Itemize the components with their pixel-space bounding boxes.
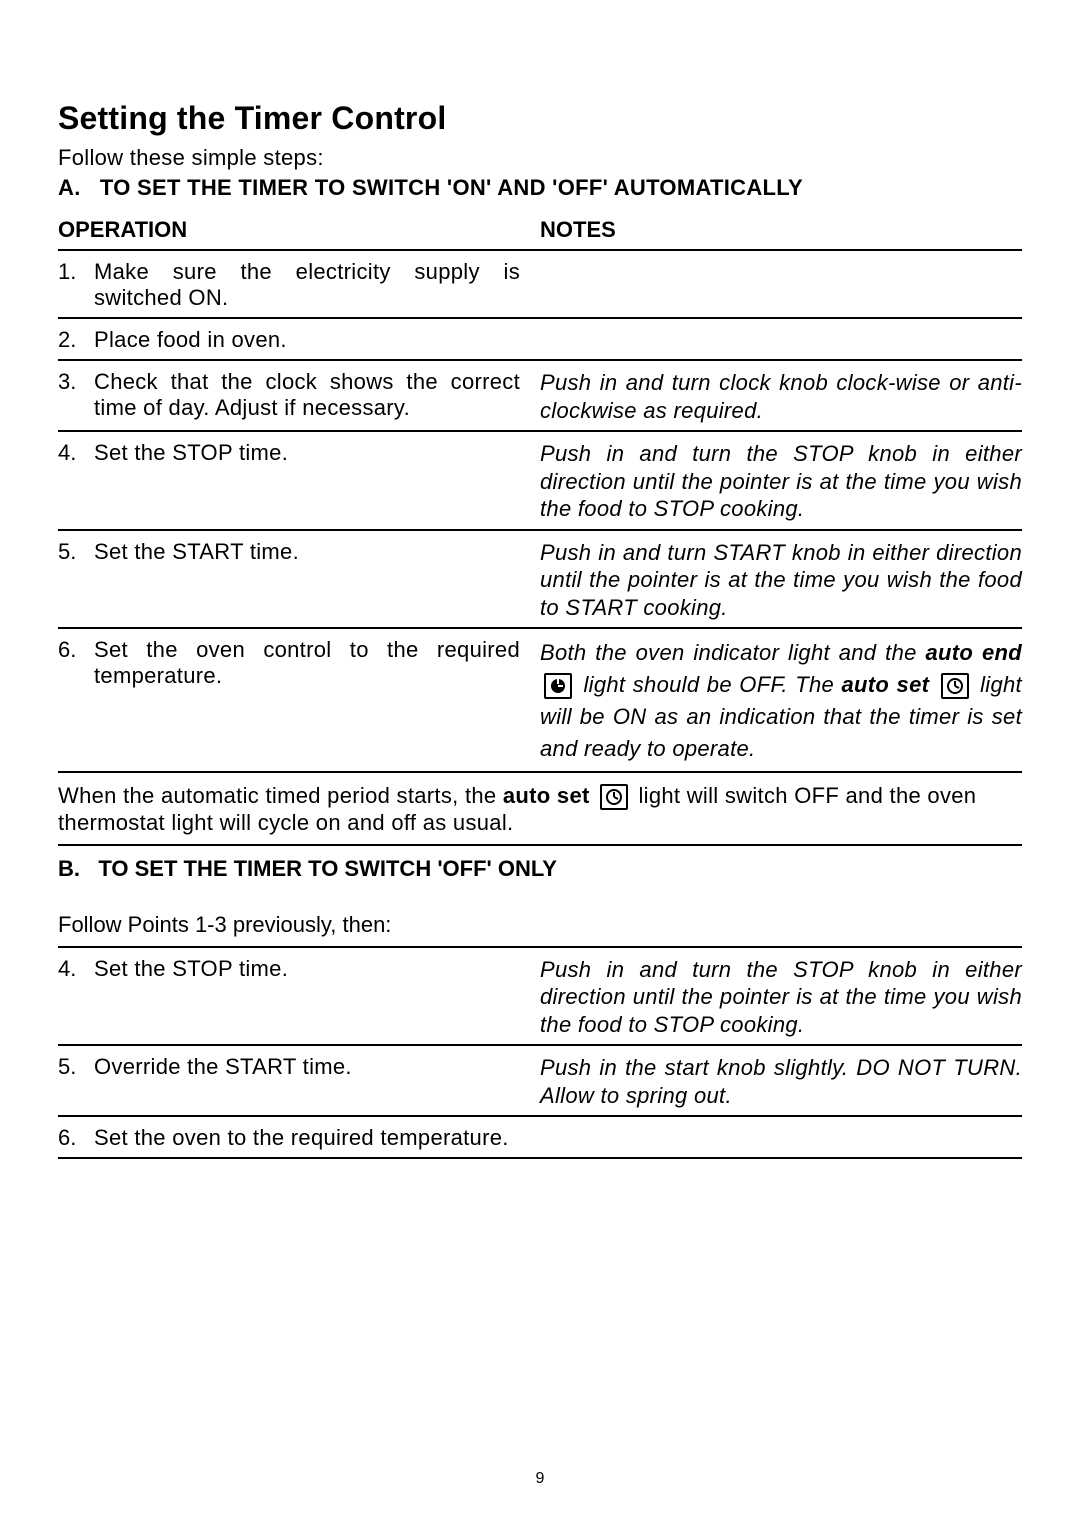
table-row: 5. Set the START time. Push in and turn … bbox=[58, 531, 1022, 630]
operation-text: Override the START time. bbox=[94, 1054, 540, 1109]
section-b-title: TO SET THE TIMER TO SWITCH 'OFF' ONLY bbox=[98, 856, 557, 881]
operation-text: Set the STOP time. bbox=[94, 956, 540, 1039]
notes-text: Push in and turn the STOP knob in either… bbox=[540, 956, 1022, 1039]
section-a-prefix: A. bbox=[58, 175, 81, 200]
operation-text: Check that the clock shows the correct t… bbox=[94, 369, 540, 424]
row-number: 3. bbox=[58, 369, 94, 424]
interlude-pre: When the automatic timed period starts, … bbox=[58, 783, 503, 808]
row-number: 2. bbox=[58, 327, 94, 353]
clock-solid-icon bbox=[544, 673, 572, 699]
notes-fragment: Both the oven indicator light and the bbox=[540, 640, 926, 665]
row-number: 4. bbox=[58, 440, 94, 523]
column-headers: OPERATION NOTES bbox=[58, 217, 1022, 251]
row-number: 1. bbox=[58, 259, 94, 311]
bold-auto: auto bbox=[841, 672, 889, 697]
intro-text: Follow these simple steps: bbox=[58, 145, 1022, 171]
bold-set: set bbox=[897, 672, 930, 697]
col-operation-header: OPERATION bbox=[58, 217, 540, 243]
notes-text: Push in the start knob slightly. DO NOT … bbox=[540, 1054, 1022, 1109]
notes-text bbox=[540, 259, 1022, 311]
notes-text: Both the oven indicator light and the au… bbox=[540, 637, 1022, 765]
table-row: 6. Set the oven to the required temperat… bbox=[58, 1117, 1022, 1159]
table-row: 6. Set the oven control to the required … bbox=[58, 629, 1022, 773]
operation-text: Set the START time. bbox=[94, 539, 540, 622]
operation-text: Place food in oven. bbox=[94, 327, 540, 353]
follow-points-text: Follow Points 1-3 previously, then: bbox=[58, 902, 1022, 948]
bold-end: end bbox=[982, 640, 1022, 665]
notes-fragment: light should be OFF. The bbox=[583, 672, 841, 697]
table-row: 5. Override the START time. Push in the … bbox=[58, 1046, 1022, 1117]
operation-text: Make sure the electricity supply is swit… bbox=[94, 259, 540, 311]
clock-outline-icon bbox=[600, 784, 628, 810]
notes-text bbox=[540, 327, 1022, 353]
page: Setting the Timer Control Follow these s… bbox=[0, 0, 1080, 1159]
clock-outline-icon bbox=[941, 673, 969, 699]
col-notes-header: NOTES bbox=[540, 217, 1022, 243]
bold-auto: auto bbox=[926, 640, 974, 665]
page-number: 9 bbox=[0, 1470, 1080, 1488]
row-number: 4. bbox=[58, 956, 94, 1039]
row-number: 6. bbox=[58, 637, 94, 765]
table-row: 3. Check that the clock shows the correc… bbox=[58, 361, 1022, 432]
operation-text: Set the STOP time. bbox=[94, 440, 540, 523]
section-a-heading: A. TO SET THE TIMER TO SWITCH 'ON' AND '… bbox=[58, 175, 1022, 201]
section-b-prefix: B. bbox=[58, 856, 80, 881]
notes-text: Push in and turn the STOP knob in either… bbox=[540, 440, 1022, 523]
notes-text: Push in and turn START knob in either di… bbox=[540, 539, 1022, 622]
row-number: 5. bbox=[58, 1054, 94, 1109]
table-row: 4. Set the STOP time. Push in and turn t… bbox=[58, 432, 1022, 531]
section-a-title: TO SET THE TIMER TO SWITCH 'ON' AND 'OFF… bbox=[100, 175, 803, 200]
table-row: 2. Place food in oven. bbox=[58, 319, 1022, 361]
row-number: 5. bbox=[58, 539, 94, 622]
table-row: 4. Set the STOP time. Push in and turn t… bbox=[58, 948, 1022, 1047]
row-number: 6. bbox=[58, 1125, 94, 1151]
notes-text: Push in and turn clock knob clock-wise o… bbox=[540, 369, 1022, 424]
section-b-heading: B. TO SET THE TIMER TO SWITCH 'OFF' ONLY bbox=[58, 846, 1022, 902]
table-row: 1. Make sure the electricity supply is s… bbox=[58, 251, 1022, 319]
interlude-paragraph: When the automatic timed period starts, … bbox=[58, 773, 1022, 846]
operation-text: Set the oven to the required temperature… bbox=[94, 1125, 540, 1151]
interlude-bold: auto set bbox=[503, 783, 590, 808]
page-title: Setting the Timer Control bbox=[58, 100, 1022, 137]
notes-text bbox=[540, 1125, 1022, 1151]
operation-text: Set the oven control to the required tem… bbox=[94, 637, 540, 765]
